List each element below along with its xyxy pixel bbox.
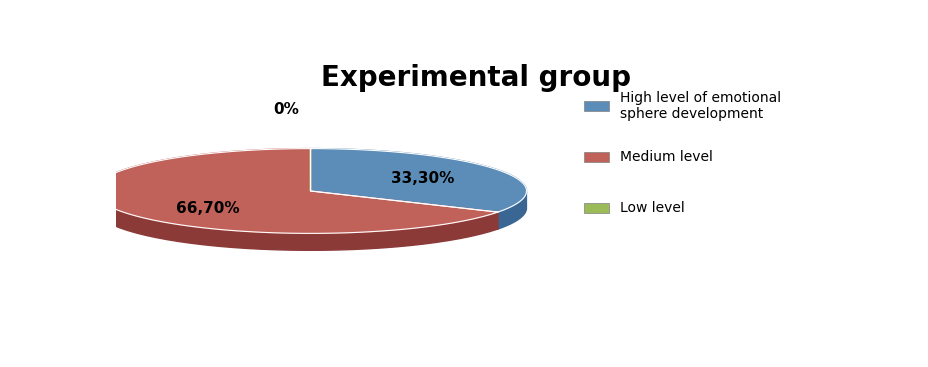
Text: 0%: 0%	[274, 102, 299, 117]
Polygon shape	[95, 149, 497, 233]
Polygon shape	[310, 191, 497, 229]
Text: 33,30%: 33,30%	[391, 171, 454, 186]
Polygon shape	[310, 191, 497, 229]
Bar	[584, 101, 609, 111]
Polygon shape	[310, 149, 526, 212]
Text: Experimental group: Experimental group	[321, 64, 630, 92]
Bar	[584, 203, 609, 213]
Text: Low level: Low level	[620, 201, 684, 215]
Polygon shape	[95, 194, 497, 250]
Text: High level of emotional
sphere development: High level of emotional sphere developme…	[620, 91, 780, 121]
Bar	[584, 152, 609, 162]
Text: 66,70%: 66,70%	[175, 201, 239, 216]
Polygon shape	[497, 192, 526, 229]
Text: Medium level: Medium level	[620, 150, 712, 164]
